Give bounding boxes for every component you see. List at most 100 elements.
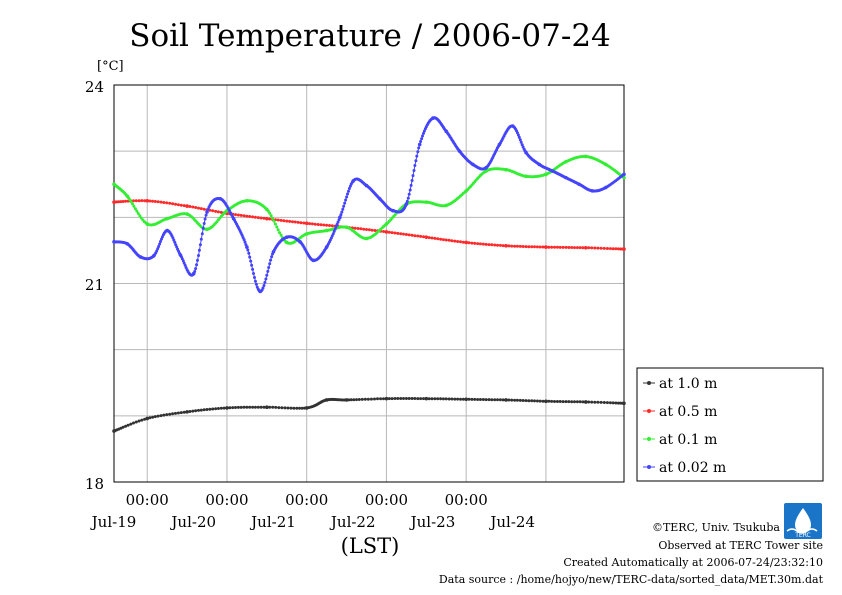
series-marker bbox=[153, 200, 157, 203]
series-marker bbox=[216, 210, 220, 214]
data-point bbox=[544, 172, 548, 177]
data-point bbox=[384, 222, 389, 226]
data-point bbox=[304, 232, 309, 236]
series-marker bbox=[570, 246, 574, 249]
data-point bbox=[417, 142, 422, 147]
series-marker bbox=[527, 399, 531, 403]
series-marker bbox=[200, 232, 204, 236]
y-tick-label-24: 24 bbox=[85, 78, 104, 96]
series-marker bbox=[519, 140, 523, 144]
data-point bbox=[304, 406, 309, 410]
series-marker bbox=[242, 238, 246, 242]
series-marker bbox=[478, 398, 482, 401]
series-marker bbox=[140, 418, 144, 422]
y-tick-label-21: 21 bbox=[85, 276, 104, 294]
series-marker bbox=[252, 272, 255, 275]
series-marker bbox=[156, 200, 160, 204]
series-marker bbox=[530, 399, 534, 403]
series-marker bbox=[507, 398, 511, 402]
series-marker bbox=[365, 228, 368, 231]
series-marker bbox=[332, 229, 336, 233]
series-marker bbox=[356, 227, 360, 230]
data-point bbox=[603, 162, 608, 167]
x-date-label: Jul-23 bbox=[409, 513, 456, 531]
series-marker bbox=[450, 239, 454, 243]
series-marker bbox=[137, 419, 141, 423]
series-at-0-5-m bbox=[112, 198, 626, 251]
series-marker bbox=[550, 399, 554, 403]
series-marker bbox=[330, 224, 334, 228]
x-tick-time-label: 00:00 bbox=[205, 491, 248, 509]
series-marker bbox=[533, 245, 536, 249]
series-marker bbox=[611, 401, 615, 405]
series-marker bbox=[360, 397, 364, 401]
series-marker bbox=[419, 397, 423, 401]
data-point bbox=[504, 167, 508, 172]
series-marker bbox=[605, 247, 609, 250]
series-marker bbox=[410, 179, 414, 182]
series-marker bbox=[202, 408, 206, 412]
series-marker bbox=[476, 242, 480, 246]
data-point bbox=[152, 253, 156, 258]
series-marker bbox=[248, 255, 252, 259]
series-marker bbox=[453, 397, 457, 401]
series-marker bbox=[266, 269, 270, 273]
series-marker bbox=[347, 187, 351, 190]
series-marker bbox=[593, 400, 597, 404]
series-marker bbox=[196, 258, 199, 262]
series-at-1-0-m bbox=[112, 396, 626, 433]
series-marker bbox=[171, 202, 175, 206]
series-marker bbox=[456, 397, 460, 401]
copyright-text: ©TERC, Univ. Tsukuba bbox=[652, 521, 780, 534]
series-marker bbox=[211, 407, 215, 411]
series-marker bbox=[153, 415, 157, 419]
series-marker bbox=[422, 131, 425, 135]
series-marker bbox=[484, 242, 488, 246]
series-marker bbox=[599, 400, 603, 404]
series-marker bbox=[487, 243, 491, 247]
series-line bbox=[113, 200, 625, 250]
series-marker bbox=[481, 242, 485, 246]
series-marker bbox=[313, 222, 317, 226]
data-point bbox=[245, 245, 249, 249]
series-marker bbox=[470, 241, 474, 245]
series-marker bbox=[510, 244, 514, 248]
series-marker bbox=[376, 397, 379, 401]
data-point bbox=[258, 289, 262, 294]
series-marker bbox=[174, 243, 178, 247]
series-marker bbox=[407, 397, 411, 400]
series-marker bbox=[253, 279, 257, 283]
series-marker bbox=[535, 245, 539, 249]
series-marker bbox=[286, 406, 290, 410]
series-marker bbox=[176, 203, 180, 207]
series-marker bbox=[302, 221, 306, 225]
series-marker bbox=[129, 422, 133, 426]
series-marker bbox=[481, 398, 485, 401]
series-marker bbox=[182, 204, 186, 208]
series-marker bbox=[473, 397, 477, 401]
series-marker bbox=[280, 406, 284, 410]
series-marker bbox=[195, 263, 199, 267]
series-marker bbox=[538, 399, 542, 403]
series-marker bbox=[251, 215, 255, 219]
data-point bbox=[138, 255, 143, 259]
data-point bbox=[564, 175, 568, 180]
series-marker bbox=[296, 220, 300, 224]
series-marker bbox=[530, 245, 534, 249]
data-point bbox=[464, 240, 468, 245]
series-marker bbox=[346, 192, 349, 196]
series-marker bbox=[352, 398, 356, 402]
series-marker bbox=[417, 146, 421, 150]
series-marker bbox=[121, 425, 125, 429]
series-marker bbox=[498, 398, 502, 402]
series-marker bbox=[267, 266, 271, 269]
series-marker bbox=[484, 398, 488, 402]
series-marker bbox=[564, 245, 568, 249]
series-marker bbox=[132, 421, 135, 425]
series-marker bbox=[406, 196, 410, 200]
legend-label: at 0.02 m bbox=[659, 460, 726, 476]
series-marker bbox=[396, 397, 400, 400]
series-marker bbox=[136, 212, 140, 215]
data-point bbox=[344, 398, 349, 402]
series-marker bbox=[393, 397, 397, 400]
